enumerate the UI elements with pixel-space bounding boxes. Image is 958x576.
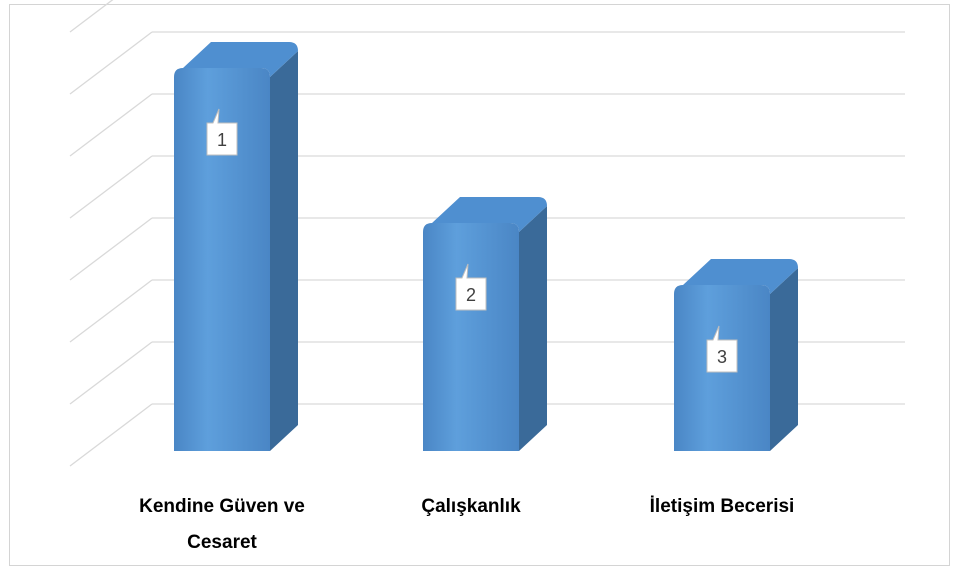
bar-top: [683, 259, 798, 294]
gridline-side: [69, 341, 153, 405]
category-label: Kendine Güven ve: [139, 496, 305, 517]
data-label: 2: [455, 263, 487, 311]
data-label-box: [455, 263, 487, 311]
data-label-text: 1: [217, 130, 227, 150]
category-axis-labels: Kendine Güven ve Cesaret Çalışkanlık İletiş…: [139, 496, 794, 553]
gridline-side: [69, 31, 153, 95]
bar-side: [770, 268, 798, 451]
bar: [423, 197, 547, 451]
gridline-side: [69, 279, 153, 343]
data-label: 3: [706, 325, 738, 373]
bar-series: [174, 42, 798, 451]
bar-side: [519, 206, 547, 451]
category-label: Çalışkanlık: [421, 496, 521, 517]
gridline-side: [69, 403, 153, 467]
data-label: 1: [206, 108, 238, 156]
bar-front: [174, 68, 270, 451]
category-label: İletişim Becerisi: [650, 496, 795, 517]
bar-top: [432, 197, 547, 232]
data-labels: 1 2 3: [206, 108, 738, 373]
category-label: Cesaret: [187, 532, 257, 553]
gridline-side: [69, 217, 153, 281]
data-label-box: [206, 108, 238, 156]
data-label-text: 2: [466, 285, 476, 305]
gridline-side: [69, 93, 153, 157]
bar-top: [183, 42, 298, 77]
gridline-side: [69, 0, 114, 33]
data-label-box: [706, 325, 738, 373]
bar: [174, 42, 298, 451]
gridline-side: [69, 155, 153, 219]
data-label-text: 3: [717, 347, 727, 367]
bar-front: [423, 223, 519, 451]
bar-side: [270, 51, 298, 451]
